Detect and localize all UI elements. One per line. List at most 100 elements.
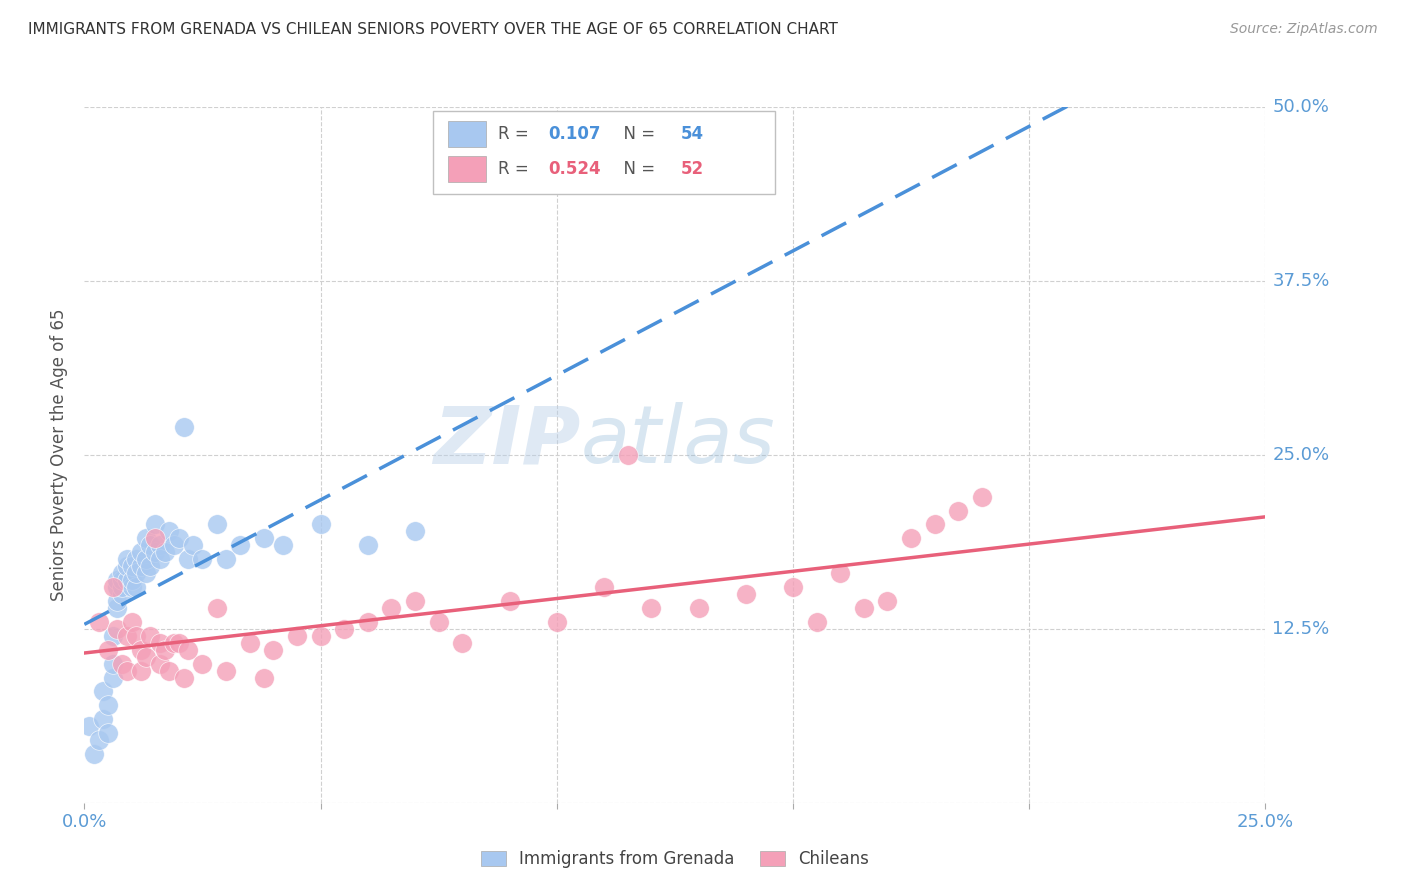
Point (129, 559, 152, 574)
Point (285, 629, 308, 643)
Point (111, 587, 134, 601)
Point (111, 580, 134, 594)
Point (782, 580, 804, 594)
Point (309, 517, 332, 532)
Point (101, 580, 124, 594)
Point (253, 532, 276, 546)
Text: 0.524: 0.524 (548, 160, 602, 178)
Point (262, 642, 284, 657)
Y-axis label: Seniors Poverty Over the Age of 65: Seniors Poverty Over the Age of 65 (51, 309, 69, 601)
Point (125, 580, 148, 594)
Point (498, 594, 520, 608)
Text: R =: R = (498, 125, 534, 144)
Point (111, 657, 134, 671)
Text: ZIP: ZIP (433, 402, 581, 480)
Point (107, 594, 129, 608)
Point (616, 448, 638, 462)
Point (205, 601, 228, 615)
Point (830, 566, 852, 581)
Point (121, 615, 143, 629)
Text: IMMIGRANTS FROM GRENADA VS CHILEAN SENIORS POVERTY OVER THE AGE OF 65 CORRELATIO: IMMIGRANTS FROM GRENADA VS CHILEAN SENIO… (28, 22, 838, 37)
Point (87, 615, 110, 629)
Point (215, 664, 238, 678)
Point (111, 566, 134, 581)
Text: 0.107: 0.107 (548, 125, 600, 144)
Point (97, 698, 120, 713)
Point (97, 726, 120, 740)
Point (215, 552, 238, 566)
Point (115, 629, 138, 643)
Point (111, 573, 134, 587)
Point (357, 538, 380, 552)
Text: N =: N = (613, 160, 661, 178)
Point (157, 664, 180, 678)
Point (115, 552, 138, 566)
Point (129, 545, 152, 559)
Point (593, 580, 616, 594)
Point (546, 615, 568, 629)
Text: 25.0%: 25.0% (1272, 446, 1330, 464)
Point (404, 524, 426, 539)
Point (149, 552, 172, 566)
Point (149, 657, 172, 671)
Point (924, 517, 946, 532)
Point (115, 559, 138, 574)
Point (970, 490, 993, 504)
Text: N =: N = (613, 125, 661, 144)
FancyBboxPatch shape (449, 121, 486, 147)
Point (107, 601, 129, 615)
Point (177, 552, 200, 566)
Legend: Immigrants from Grenada, Chileans: Immigrants from Grenada, Chileans (474, 843, 876, 874)
Point (143, 532, 166, 546)
Point (253, 671, 276, 685)
Point (380, 601, 402, 615)
Point (77, 719, 100, 733)
FancyBboxPatch shape (449, 156, 486, 182)
Point (900, 532, 922, 546)
Point (83, 747, 105, 761)
Point (852, 601, 875, 615)
Text: Source: ZipAtlas.com: Source: ZipAtlas.com (1230, 22, 1378, 37)
Point (149, 636, 172, 650)
Point (91, 684, 114, 698)
Point (125, 552, 148, 566)
Point (139, 538, 162, 552)
Point (143, 517, 166, 532)
Point (135, 532, 157, 546)
Point (101, 629, 124, 643)
Point (181, 538, 204, 552)
Point (135, 566, 157, 581)
Point (948, 503, 970, 517)
Point (107, 573, 129, 587)
Point (177, 642, 200, 657)
Point (107, 622, 129, 636)
Point (173, 671, 195, 685)
Point (107, 580, 129, 594)
Point (91, 712, 114, 726)
Point (121, 580, 143, 594)
Point (205, 517, 228, 532)
Point (191, 657, 214, 671)
Point (157, 524, 180, 539)
Point (333, 622, 356, 636)
Text: 54: 54 (681, 125, 704, 144)
Point (688, 601, 710, 615)
Point (115, 573, 138, 587)
Point (121, 573, 143, 587)
Text: 52: 52 (681, 160, 704, 178)
Text: 12.5%: 12.5% (1272, 620, 1330, 638)
Point (139, 629, 162, 643)
Text: R =: R = (498, 160, 534, 178)
Point (876, 594, 898, 608)
Point (163, 538, 186, 552)
Point (734, 587, 756, 601)
Point (357, 615, 380, 629)
Point (139, 559, 162, 574)
Point (167, 636, 190, 650)
Point (143, 545, 166, 559)
Point (129, 664, 152, 678)
Point (427, 615, 450, 629)
Point (191, 552, 214, 566)
Point (115, 664, 138, 678)
Text: 37.5%: 37.5% (1272, 272, 1330, 290)
